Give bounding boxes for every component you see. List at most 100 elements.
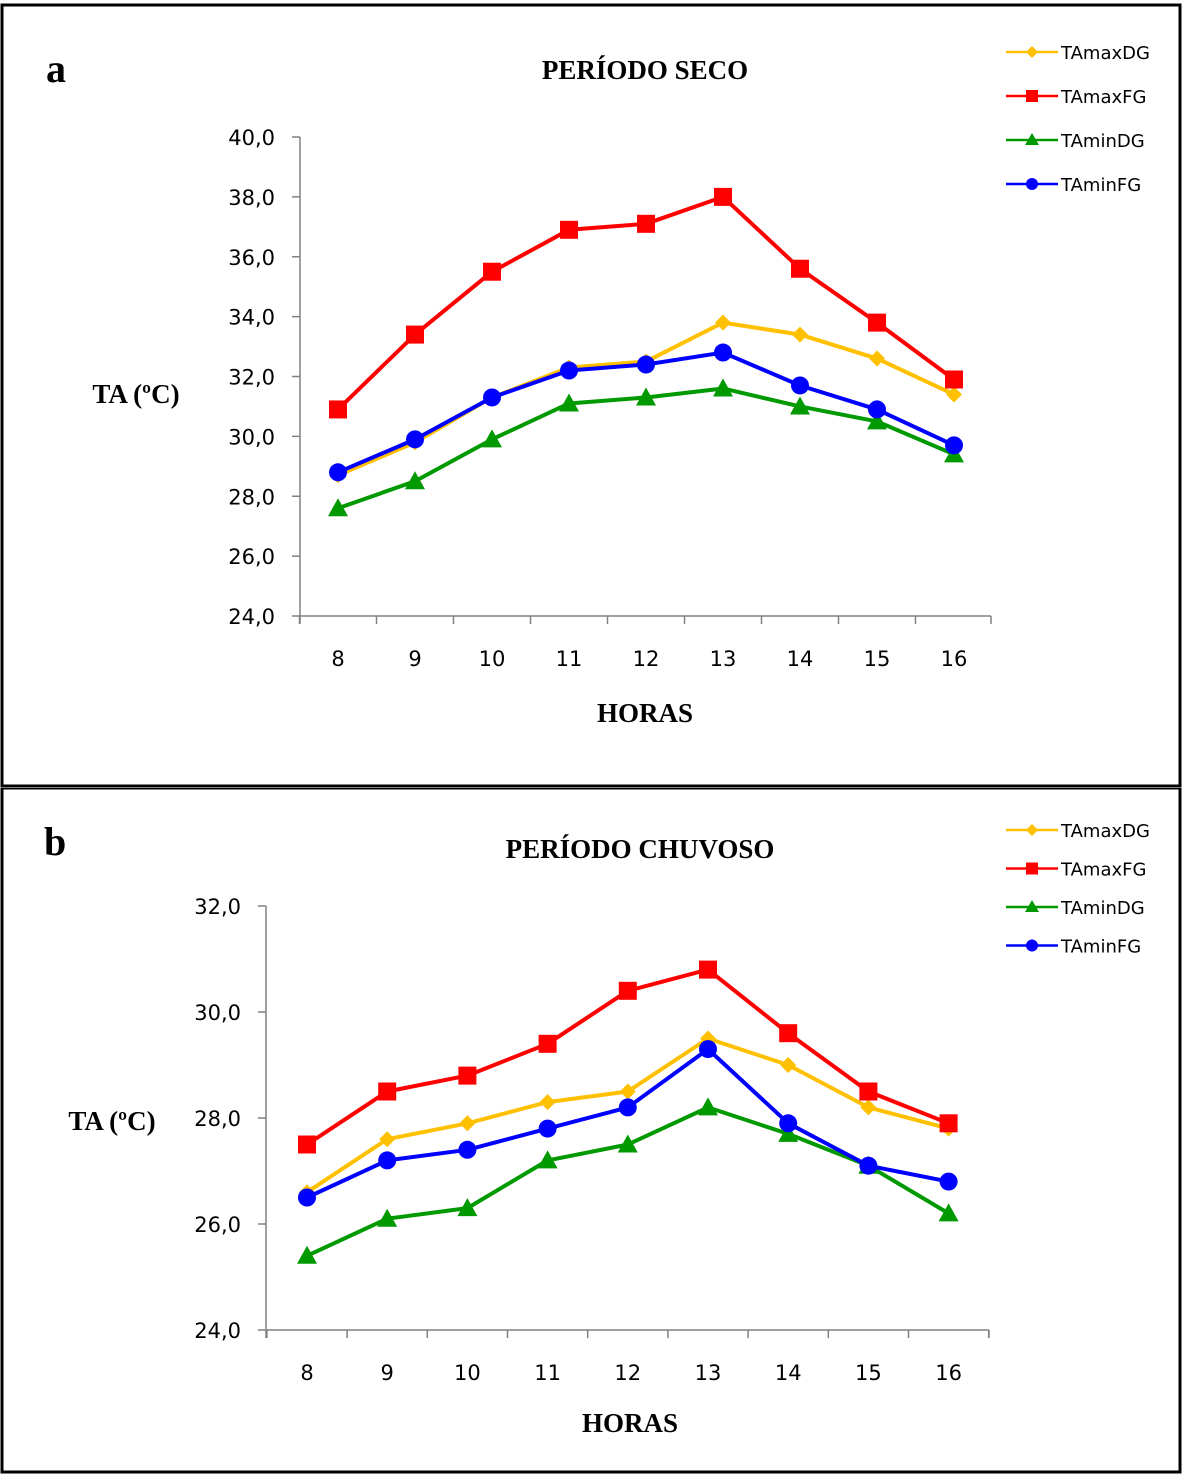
legend-label: TAmaxFG bbox=[1060, 860, 1146, 881]
x-tick-label: 12 bbox=[633, 647, 660, 671]
legend-item-TAminDG: TAminDG bbox=[1006, 131, 1145, 152]
x-tick-label: 16 bbox=[941, 647, 968, 671]
x-axis-label-a: HORAS bbox=[597, 698, 693, 728]
data-point-TAminDG bbox=[867, 411, 887, 430]
data-point-TAmaxFG bbox=[945, 370, 963, 389]
x-tick-label: 9 bbox=[408, 647, 421, 671]
y-tick-label: 32,0 bbox=[194, 895, 241, 919]
series-line-TAminFG bbox=[306, 1047, 949, 1200]
legend-item-TAmaxFG: TAmaxFG bbox=[1006, 87, 1146, 108]
y-tick-label: 36,0 bbox=[228, 246, 275, 270]
y-axis-label-b: TA (ºC) bbox=[68, 1106, 155, 1136]
series-TAmaxFG bbox=[329, 187, 963, 419]
data-point-TAminFG bbox=[483, 388, 501, 407]
x-tick-label: 16 bbox=[935, 1361, 962, 1385]
y-tick-label: 34,0 bbox=[228, 306, 275, 330]
data-point-TAminDG bbox=[790, 396, 810, 415]
y-tick-label: 38,0 bbox=[228, 186, 275, 210]
data-point-TAmaxFG bbox=[939, 1114, 958, 1133]
data-point-TAminFG bbox=[945, 436, 963, 455]
data-point-TAminDG bbox=[713, 378, 733, 397]
data-point-TAmaxFG bbox=[699, 960, 717, 979]
x-tick-label: 15 bbox=[864, 647, 891, 671]
data-point-TAminDG bbox=[482, 429, 502, 448]
data-point-TAminDG bbox=[559, 393, 579, 412]
x-tick-label: 12 bbox=[614, 1361, 641, 1385]
legend-label: TAmaxFG bbox=[1060, 87, 1146, 108]
legend-marker bbox=[1025, 133, 1039, 145]
y-tick-label: 30,0 bbox=[194, 1001, 241, 1025]
data-point-TAmaxFG bbox=[298, 1135, 316, 1154]
data-point-TAmaxDG bbox=[869, 350, 885, 367]
data-point-TAminFG bbox=[298, 1188, 316, 1207]
data-point-TAminFG bbox=[329, 463, 347, 482]
x-tick-label: 8 bbox=[300, 1361, 313, 1385]
legend-label: TAmaxDG bbox=[1060, 821, 1150, 842]
plot-area-a: 24,0 26,0 28,0 30,0 32,0 34,0 36,0 38,0 40,0 8 9 10… bbox=[228, 126, 992, 671]
y-tick-label: 28,0 bbox=[194, 1107, 241, 1131]
legend-marker bbox=[1026, 46, 1038, 58]
data-point-TAminFG bbox=[859, 1156, 878, 1175]
data-point-TAmaxDG bbox=[946, 386, 962, 403]
data-point-TAmaxFG bbox=[329, 400, 347, 419]
data-point-TAminFG bbox=[868, 400, 886, 419]
x-tick-label: 10 bbox=[454, 1361, 481, 1385]
panel-a: a PERÍODO SECO HORAS TA (ºC) 24,0 26,0 28,… bbox=[0, 3, 1182, 788]
data-point-TAmaxDG bbox=[379, 1131, 396, 1148]
legend-marker bbox=[1026, 90, 1038, 102]
data-point-TAmaxFG bbox=[791, 259, 809, 278]
data-point-TAmaxFG bbox=[458, 1066, 477, 1085]
x-tick-label: 11 bbox=[556, 647, 583, 671]
x-tick-label: 8 bbox=[331, 647, 344, 671]
data-point-TAmaxFG bbox=[406, 325, 424, 344]
x-tick-label: 14 bbox=[775, 1361, 802, 1385]
data-point-TAmaxDG bbox=[619, 1083, 636, 1100]
data-point-TAmaxFG bbox=[618, 981, 637, 1000]
data-point-TAmaxFG bbox=[378, 1082, 397, 1101]
series-line-TAminDG bbox=[306, 1105, 950, 1258]
data-point-TAmaxDG bbox=[459, 1115, 476, 1132]
data-point-TAmaxDG bbox=[792, 326, 808, 343]
x-axis-label-b: HORAS bbox=[582, 1408, 678, 1438]
data-point-TAmaxFG bbox=[859, 1082, 878, 1101]
legend-label: TAmaxDG bbox=[1060, 43, 1150, 64]
data-point-TAmaxFG bbox=[538, 1034, 557, 1053]
data-point-TAmaxFG bbox=[483, 262, 501, 281]
data-point-TAminDG bbox=[377, 1208, 398, 1227]
data-point-TAminFG bbox=[779, 1114, 798, 1133]
y-tick-label: 40,0 bbox=[228, 126, 275, 150]
data-point-TAmaxFG bbox=[779, 1024, 798, 1043]
data-point-TAminDG bbox=[405, 471, 425, 490]
data-point-TAmaxFG bbox=[560, 220, 578, 239]
data-point-TAminDG bbox=[537, 1150, 558, 1169]
series-TAminDG bbox=[328, 378, 964, 517]
legend-item-TAminFG: TAminFG bbox=[1006, 937, 1141, 958]
legend-marker bbox=[1026, 824, 1038, 836]
legend-label: TAminDG bbox=[1060, 131, 1145, 152]
x-tick-label: 9 bbox=[381, 1361, 394, 1385]
legend-marker bbox=[1026, 178, 1038, 190]
data-point-TAminFG bbox=[714, 343, 732, 362]
y-tick-label: 28,0 bbox=[228, 485, 275, 509]
x-tick-label: 11 bbox=[534, 1361, 561, 1385]
data-point-TAmaxDG bbox=[780, 1057, 797, 1073]
data-point-TAmaxDG bbox=[539, 1094, 556, 1111]
legend-marker bbox=[1025, 900, 1039, 912]
legend-item-TAmaxDG: TAmaxDG bbox=[1006, 43, 1150, 64]
data-point-TAmaxDG bbox=[715, 314, 731, 331]
chart-title-b: PERÍODO CHUVOSO bbox=[506, 834, 775, 864]
y-tick-label: 26,0 bbox=[194, 1213, 241, 1237]
data-point-TAminFG bbox=[791, 376, 809, 395]
legend-item-TAmaxFG: TAmaxFG bbox=[1006, 860, 1146, 881]
data-point-TAminDG bbox=[778, 1123, 799, 1142]
legend-item-TAmaxDG: TAmaxDG bbox=[1006, 821, 1150, 842]
data-point-TAminFG bbox=[378, 1151, 397, 1170]
data-point-TAminFG bbox=[618, 1098, 637, 1117]
data-point-TAminFG bbox=[458, 1140, 477, 1159]
data-point-TAmaxDG bbox=[860, 1099, 877, 1116]
data-point-TAminDG bbox=[297, 1245, 317, 1264]
legend-label: TAminFG bbox=[1060, 937, 1141, 958]
x-tick-label: 10 bbox=[479, 647, 506, 671]
series-TAminFG bbox=[298, 1040, 958, 1207]
